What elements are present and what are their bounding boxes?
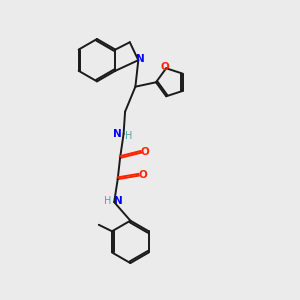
Text: H: H	[104, 196, 111, 206]
Text: O: O	[138, 170, 147, 180]
Text: H: H	[125, 131, 133, 141]
Text: O: O	[160, 62, 169, 72]
Text: N: N	[136, 54, 145, 64]
Text: O: O	[141, 147, 149, 157]
Text: N: N	[113, 129, 122, 139]
Text: N: N	[114, 196, 122, 206]
